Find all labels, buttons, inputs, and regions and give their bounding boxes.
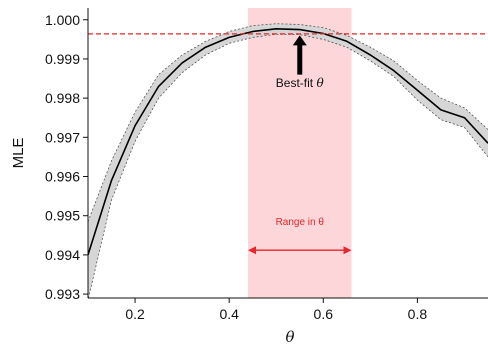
y-tick-label: 0.995 bbox=[45, 208, 80, 224]
x-axis-label: θ bbox=[285, 328, 294, 346]
y-tick-label: 0.996 bbox=[45, 169, 80, 185]
x-tick-label: 0.8 bbox=[408, 306, 428, 322]
best-fit-arrow-head bbox=[292, 35, 307, 46]
band-lower-edge bbox=[88, 33, 488, 298]
y-tick-label: 0.999 bbox=[45, 51, 80, 67]
band-upper-edge bbox=[88, 23, 488, 222]
y-tick-label: 0.994 bbox=[45, 247, 80, 263]
x-tick-label: 0.6 bbox=[314, 306, 334, 322]
y-tick-label: 0.993 bbox=[45, 286, 80, 302]
y-tick-label: 1.000 bbox=[45, 12, 80, 28]
range-arrow-head-right bbox=[343, 246, 352, 255]
range-arrow-head-left bbox=[248, 246, 256, 255]
y-tick-label: 0.997 bbox=[45, 129, 80, 145]
best-fit-label: Best-fit θ bbox=[276, 76, 325, 90]
x-tick-label: 0.4 bbox=[219, 306, 239, 322]
x-tick-label: 0.2 bbox=[125, 306, 145, 322]
mle-curve bbox=[88, 27, 488, 256]
y-axis-label: MLE bbox=[10, 138, 27, 169]
range-label: Range in θ bbox=[276, 217, 325, 228]
y-tick-label: 0.998 bbox=[45, 90, 80, 106]
